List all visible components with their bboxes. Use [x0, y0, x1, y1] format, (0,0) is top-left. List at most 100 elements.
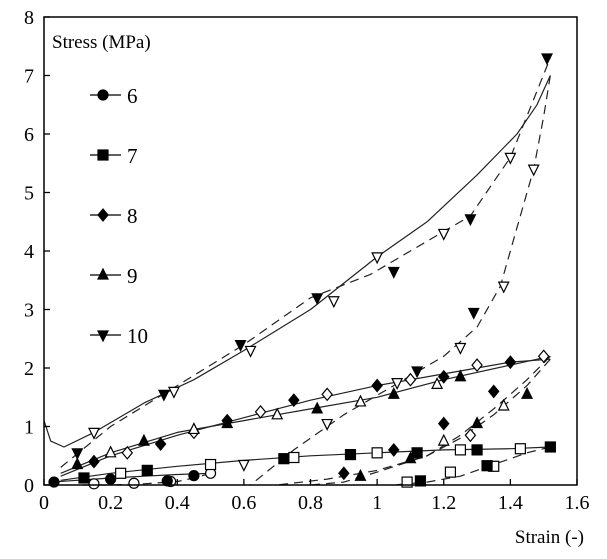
legend: Stress (MPa) 6 7 8 9 10 — [52, 32, 151, 348]
y-tick-label: 5 — [24, 183, 34, 205]
series-9-open-marker — [497, 398, 510, 411]
series-8-open-marker — [471, 358, 483, 373]
series-8-point — [504, 355, 517, 370]
y-tick-label: 4 — [24, 241, 34, 263]
series-8-point — [437, 369, 450, 384]
series-7-open-marker — [444, 466, 457, 478]
series-8-open-marker — [464, 428, 477, 443]
series-8-point — [288, 393, 300, 408]
series-7-point — [481, 460, 493, 472]
series-10-point — [157, 389, 170, 402]
series-7-open-marker — [514, 443, 526, 455]
series-10-open-marker — [527, 164, 540, 177]
series-8-open-marker — [321, 387, 333, 402]
series-7 — [60, 446, 551, 486]
series-9-open-marker — [431, 377, 444, 389]
legend-label: 7 — [127, 144, 138, 168]
x-tick-label: 0.8 — [298, 492, 323, 514]
series-7-point — [344, 448, 357, 461]
y-tick-label: 0 — [24, 475, 34, 497]
plot-markers — [48, 53, 556, 490]
series-10-point — [311, 293, 324, 306]
series-8 — [60, 358, 551, 486]
series-10-open-marker — [454, 342, 467, 355]
series-10-open-marker — [327, 296, 340, 309]
legend-marker — [97, 208, 109, 222]
series-10-open-marker — [437, 228, 450, 241]
series-8-point — [371, 378, 383, 393]
series-9-point — [221, 416, 234, 429]
x-tick-label: 1.4 — [498, 492, 523, 514]
series-9-open-marker — [354, 394, 367, 407]
series-6-open-marker — [128, 477, 140, 489]
series-10-open-marker — [497, 281, 510, 294]
series-9-point — [71, 457, 84, 470]
series-8-point — [154, 437, 167, 451]
series-10-point — [467, 307, 480, 320]
series-10-open-marker — [391, 378, 404, 390]
series-8-open-marker — [537, 349, 550, 364]
legend-label: 9 — [127, 264, 138, 288]
series-9-markers — [71, 369, 534, 481]
x-tick-label: 1 — [372, 492, 382, 514]
series-7-markers — [78, 441, 556, 488]
series-9-point — [137, 433, 150, 446]
legend-marker — [97, 89, 109, 101]
series-7-point — [544, 441, 556, 453]
series-10-point — [234, 340, 247, 352]
legend-title: Stress (MPa) — [52, 32, 151, 53]
series-6-markers — [48, 467, 217, 490]
series-8-point — [437, 416, 450, 431]
plot-lines — [43, 57, 551, 486]
series-7-point — [78, 472, 90, 484]
series-10-point — [464, 214, 477, 227]
series-7-point — [278, 453, 290, 465]
legend-entry-7: 7 — [90, 144, 138, 168]
series-8-open-marker — [121, 445, 134, 460]
series-10-markers — [71, 53, 553, 472]
x-tick-label: 0.4 — [165, 492, 190, 514]
series-9-point — [454, 369, 467, 382]
legend-entry-8: 8 — [90, 204, 138, 228]
series-10-open-marker — [244, 345, 257, 358]
legend-marker — [97, 149, 109, 161]
series-10-open-marker — [321, 418, 334, 431]
series-7-point — [414, 475, 427, 487]
legend-marker — [97, 330, 109, 343]
series-9-point — [521, 386, 534, 399]
series-6-point — [161, 475, 173, 487]
series-10-open-marker — [87, 427, 100, 440]
series-9-open-marker — [271, 407, 284, 420]
series-10-point — [387, 266, 400, 279]
series-7-loading-line — [60, 446, 551, 481]
legend-label: 8 — [127, 204, 138, 228]
series-8-markers — [88, 349, 550, 481]
series-7-open-marker — [204, 458, 217, 471]
series-7-point — [471, 444, 483, 456]
series-8-loading-line — [60, 358, 551, 477]
series-8-unloading-line — [277, 358, 551, 486]
y-tick-label: 6 — [24, 124, 34, 146]
x-tick-label: 0.6 — [231, 492, 256, 514]
series-10-loading-line — [43, 75, 551, 448]
series-6-open-marker — [88, 478, 100, 490]
series-9-loading-line — [60, 355, 551, 474]
series-10 — [43, 57, 551, 486]
series-7-open-marker — [115, 467, 127, 479]
series-7-open-marker — [371, 447, 383, 459]
y-tick-label: 8 — [24, 7, 34, 29]
series-10-dashed-line — [60, 57, 551, 468]
series-10-point — [411, 366, 424, 379]
series-8-open-marker — [404, 372, 417, 387]
series-10-open-marker — [504, 152, 517, 165]
series-9-point — [404, 451, 417, 464]
series-9-open-marker — [437, 433, 450, 446]
series-8-open-marker — [254, 404, 267, 419]
y-tick-label: 7 — [24, 66, 34, 88]
series-8-point — [487, 384, 500, 399]
series-9-unloading-line — [310, 355, 551, 486]
series-6-loading-line — [50, 472, 211, 483]
series-10-point — [71, 448, 84, 461]
series-9-open-marker — [187, 422, 200, 435]
